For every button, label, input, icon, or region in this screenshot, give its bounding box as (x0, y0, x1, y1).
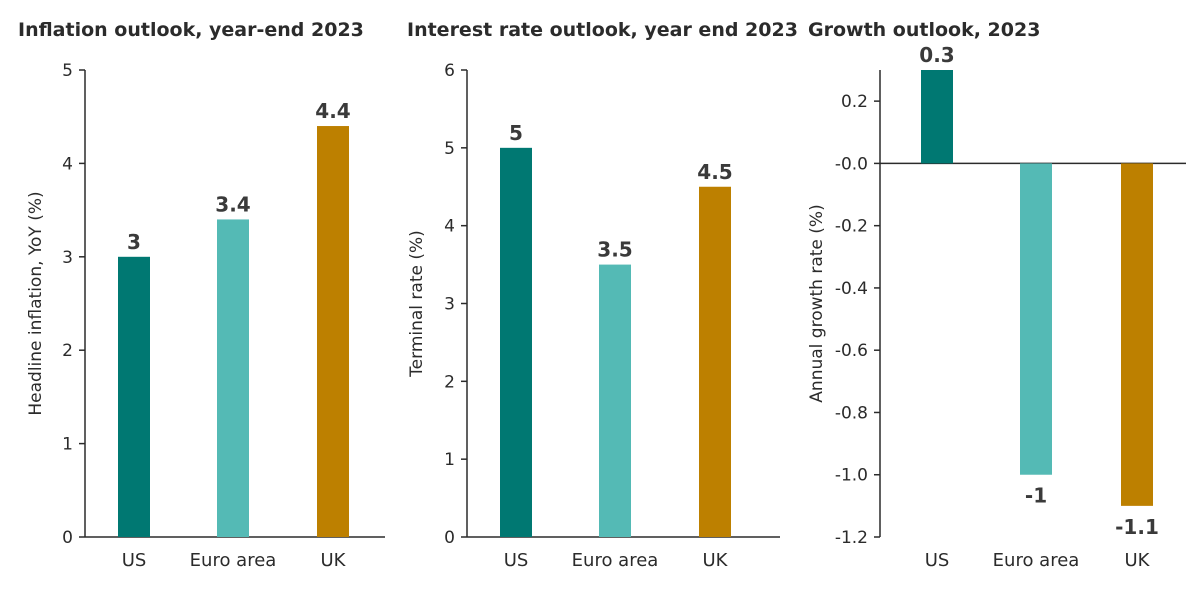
x-tick-label: Euro area (572, 550, 659, 571)
chart-title: Interest rate outlook, year end 2023 (407, 19, 798, 41)
data-label: -1 (1025, 484, 1047, 508)
y-tick-label: 1 (62, 435, 73, 455)
y-tick-label: 3 (444, 295, 455, 315)
data-label: 0.3 (919, 43, 954, 67)
data-label: -1.1 (1115, 515, 1159, 539)
x-tick-label: Euro area (993, 550, 1080, 571)
bar-euro-area (1020, 163, 1052, 475)
y-tick-label: -1.0 (835, 466, 868, 486)
chart-title: Inflation outlook, year-end 2023 (18, 19, 364, 41)
y-tick-label: 0.2 (841, 92, 868, 112)
x-tick-label: US (122, 550, 147, 571)
y-tick-label: 0 (444, 528, 455, 548)
y-tick-label: 3 (62, 248, 73, 268)
y-tick-label: -0.6 (835, 341, 868, 361)
bar-uk (1121, 163, 1153, 506)
bar-uk (699, 186, 731, 537)
y-tick-label: -0.0 (835, 154, 868, 174)
y-axis-label: Terminal rate (%) (407, 230, 427, 378)
y-tick-label: 4 (62, 154, 73, 174)
y-tick-label: 6 (444, 61, 455, 81)
y-tick-label: 0 (62, 528, 73, 548)
y-axis-label: Annual growth rate (%) (807, 204, 827, 402)
bar-euro-area (217, 219, 249, 537)
x-tick-label: UK (321, 550, 347, 571)
bar-us (500, 147, 532, 538)
y-tick-label: -0.4 (835, 279, 868, 299)
chart-title: Growth outlook, 2023 (808, 19, 1040, 41)
data-label: 3.5 (597, 238, 632, 262)
data-label: 4.5 (697, 160, 732, 184)
y-tick-label: -0.2 (835, 217, 868, 237)
y-tick-label: 4 (444, 217, 455, 237)
y-tick-label: 1 (444, 450, 455, 470)
bar-us (921, 70, 953, 164)
chart-panel-1: Interest rate outlook, year end 2023 0 1 2 3… (407, 19, 798, 571)
data-label: 4.4 (315, 99, 350, 123)
x-tick-label: US (925, 550, 950, 571)
x-tick-label: Euro area (190, 550, 277, 571)
y-tick-label: 2 (444, 372, 455, 392)
bar-euro-area (599, 264, 631, 537)
data-label: 3 (127, 230, 141, 254)
x-tick-label: UK (703, 550, 729, 571)
chart-panel-0: Inflation outlook, year-end 2023 0 1 2 3 4 5 He… (18, 19, 385, 571)
x-tick-label: UK (1125, 550, 1151, 571)
data-label: 5 (509, 121, 523, 145)
bar-us (118, 256, 150, 537)
data-label: 3.4 (215, 192, 250, 216)
y-tick-label: -1.2 (835, 528, 868, 548)
chart-panel-2: Growth outlook, 2023 0.2 -0.0 -0.2 -0.4 -0.6 -… (807, 19, 1186, 571)
y-tick-label: -0.8 (835, 403, 868, 423)
x-tick-label: US (504, 550, 529, 571)
y-axis-label: Headline inflation, YoY (%) (26, 191, 46, 415)
y-tick-label: 5 (444, 139, 455, 159)
bar-uk (317, 126, 349, 537)
y-tick-label: 5 (62, 61, 73, 81)
y-tick-label: 2 (62, 341, 73, 361)
